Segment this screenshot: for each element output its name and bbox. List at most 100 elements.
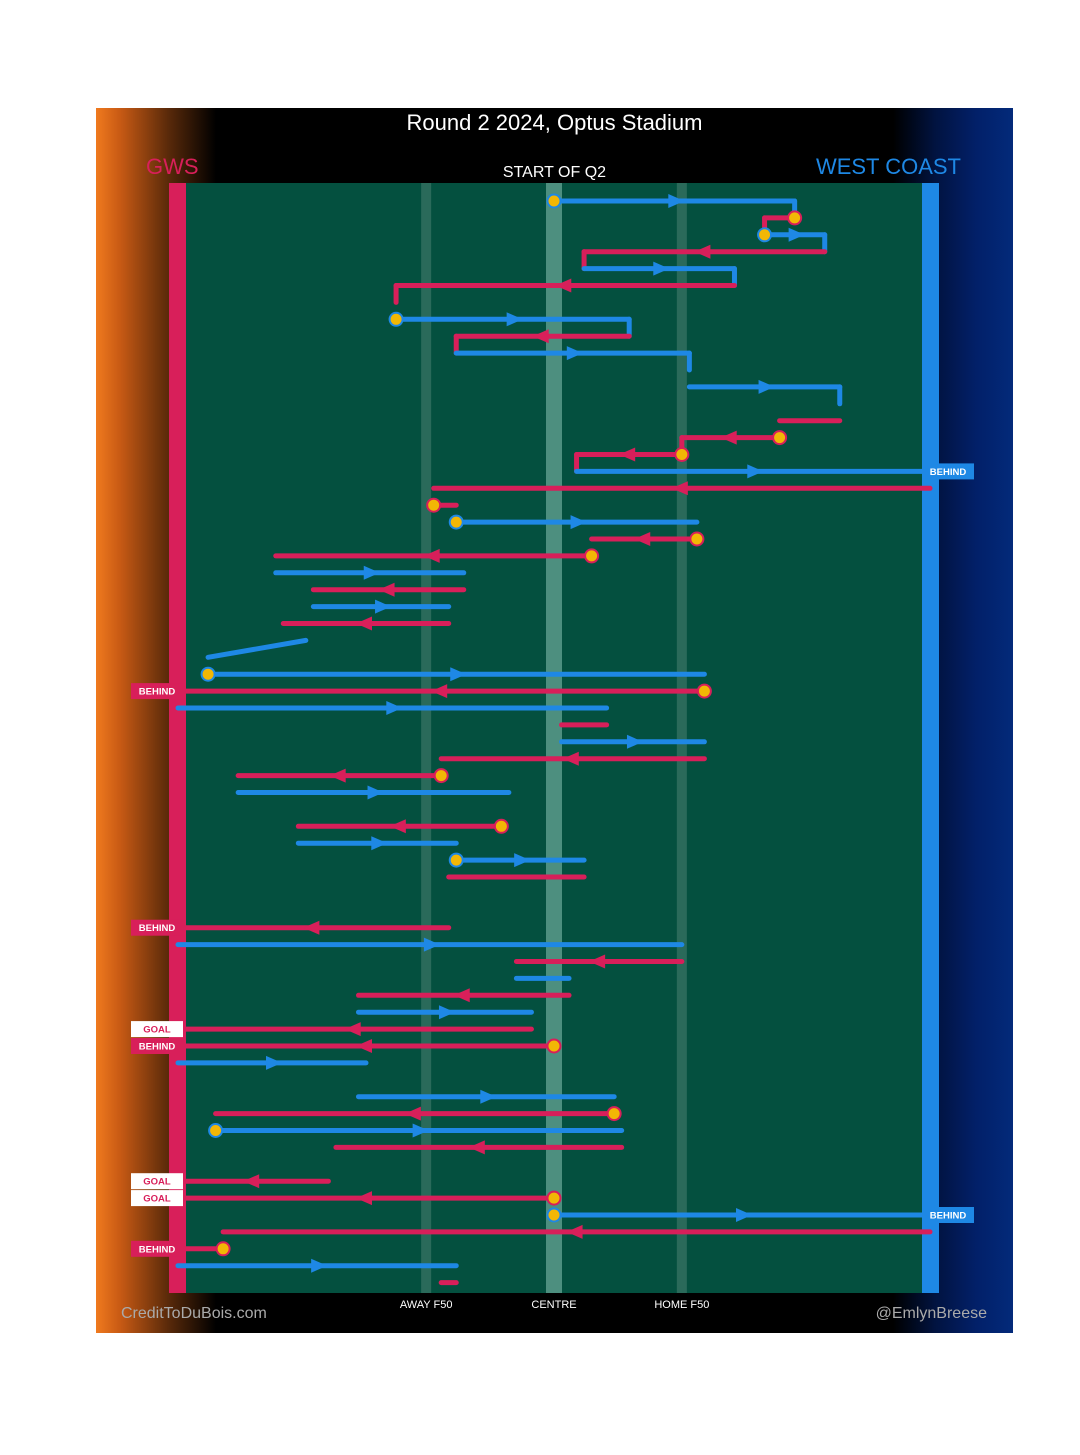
chart-frame: AWAY F50 CENTRE HOME F50 BEHIND BEHIND BEHIND… [96, 108, 1013, 1333]
x-band-1 [546, 183, 562, 1293]
stoppage-marker-37 [696, 683, 712, 699]
chain-arrow-26 [671, 481, 688, 496]
stoppage-marker-23 [674, 447, 690, 462]
chain-arrow-46 [514, 853, 531, 868]
chain-arrow-0 [668, 194, 685, 208]
stoppage-marker-65 [215, 1241, 231, 1257]
outcome-badge-63 [922, 1207, 974, 1223]
chain-arrow-34 [356, 616, 372, 631]
chain-arrow-31 [363, 565, 380, 580]
chain-arrow-8 [653, 261, 670, 276]
chain-arrow-16 [566, 346, 583, 361]
chain-chart: AWAY F50 CENTRE HOME F50 BEHIND BEHIND BEHIND… [131, 183, 974, 1311]
stoppage-marker-27 [426, 497, 442, 513]
stoppage-marker-55 [546, 1038, 562, 1054]
chain-arrow-33 [375, 599, 392, 614]
credit-right: @EmlynBreese [875, 1305, 987, 1322]
outcome-label-55: BEHIND [139, 1042, 176, 1053]
chain-arrow-23 [619, 447, 636, 462]
stoppage-marker-4 [757, 227, 773, 243]
chain-arrow-6 [694, 244, 711, 259]
chain-arrow-29 [634, 532, 651, 546]
chain-arrow-32 [378, 582, 395, 597]
chart-title: Round 2 2024, Optus Stadium [406, 110, 703, 135]
outcome-badge-54 [131, 1021, 183, 1038]
stoppage-marker-21 [772, 430, 788, 446]
chain-arrow-49 [423, 937, 440, 952]
chain-arrow-64 [566, 1224, 583, 1239]
chain-arrow-25 [747, 464, 764, 479]
outcome-label-37: BEHIND [139, 687, 176, 698]
chain-arrow-50 [589, 954, 606, 969]
home-goal-line [169, 183, 186, 1293]
outcome-label-25: BEHIND [930, 467, 967, 478]
chain-arrow-12 [506, 312, 523, 327]
chain-arrow-38 [386, 701, 403, 715]
chain-arrow-42 [329, 768, 346, 783]
x-tick-label-1: CENTRE [531, 1299, 576, 1311]
home-team-label: GWS [146, 154, 199, 179]
stoppage-marker-42 [433, 768, 449, 784]
chain-arrow-58 [404, 1106, 421, 1121]
outcome-badge-65 [131, 1240, 183, 1257]
chain-arrow-66 [311, 1258, 328, 1273]
stoppage-marker-0 [546, 193, 562, 209]
chain-arrow-63 [736, 1208, 752, 1222]
chain-arrow-54 [344, 1022, 361, 1037]
away-team-label: WEST COAST [815, 154, 961, 179]
chain-arrow-53 [438, 1005, 455, 1020]
stoppage-marker-36 [200, 666, 216, 682]
stoppage-marker-58 [606, 1106, 622, 1122]
chain-segment-35 [205, 637, 309, 660]
stoppage-marker-29 [689, 531, 705, 547]
period-label: START OF Q2 [502, 164, 607, 181]
chain-arrow-45 [371, 836, 388, 851]
chain-arrow-59 [412, 1123, 429, 1138]
chain-arrow-41 [562, 751, 579, 766]
chain-arrow-4 [788, 227, 805, 242]
chain-arrow-36 [450, 667, 467, 682]
outcome-badge-55 [131, 1038, 183, 1054]
chain-arrow-52 [453, 988, 470, 1003]
chain-arrow-48 [303, 920, 320, 935]
outcome-label-63: BEHIND [930, 1211, 967, 1222]
x-tick-label-2: HOME F50 [654, 1299, 709, 1311]
outcome-label-61: GOAL [143, 1177, 171, 1188]
chain-arrow-60 [468, 1140, 485, 1155]
chain-arrow-30 [423, 548, 440, 563]
chain-arrow-56 [266, 1055, 282, 1070]
outcome-badge-61 [131, 1173, 183, 1190]
chain-arrow-37 [431, 684, 448, 699]
outcome-badge-25 [922, 463, 974, 480]
stoppage-marker-28 [448, 514, 464, 530]
away-goal-line [922, 183, 939, 1293]
outcome-badge-62 [131, 1190, 183, 1207]
x-band-2 [676, 183, 687, 1293]
chain-arrow-55 [356, 1039, 372, 1053]
chain-arrow-10 [555, 278, 572, 293]
chain-arrow-14 [532, 329, 549, 344]
stoppage-marker-12 [388, 311, 404, 327]
outcome-badge-48 [131, 919, 183, 936]
chain-arrow-43 [367, 785, 384, 800]
outcome-label-62: GOAL [143, 1194, 171, 1205]
outcome-badge-37 [131, 683, 183, 700]
outcome-label-65: BEHIND [139, 1244, 176, 1255]
chain-arrow-28 [570, 515, 587, 530]
chain-arrow-57 [480, 1089, 497, 1104]
credit-left: CreditToDuBois.com [121, 1305, 267, 1322]
stoppage-marker-63 [546, 1207, 562, 1223]
stoppage-marker-59 [208, 1123, 224, 1138]
stoppage-marker-62 [546, 1190, 562, 1206]
x-band-0 [421, 183, 432, 1293]
chain-arrow-62 [356, 1191, 372, 1206]
stoppage-marker-2 [787, 210, 803, 226]
chain-arrow-21 [720, 430, 737, 445]
stoppage-marker-30 [584, 548, 600, 564]
outcome-label-48: BEHIND [139, 923, 176, 934]
chain-arrow-18 [758, 379, 775, 394]
chain-arrow-61 [243, 1174, 260, 1189]
chain-arrow-40 [626, 734, 643, 749]
stoppage-marker-46 [448, 852, 464, 868]
x-tick-label-0: AWAY F50 [400, 1299, 453, 1311]
